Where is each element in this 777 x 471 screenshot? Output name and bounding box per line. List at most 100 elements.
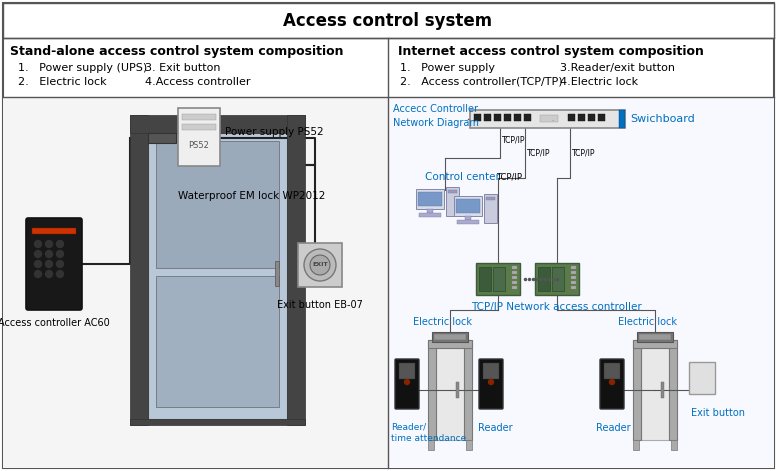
FancyBboxPatch shape [470, 110, 625, 128]
Bar [479, 267, 491, 291]
Bar [457, 220, 479, 224]
Bar [32, 228, 76, 234]
Bar [3, 3, 774, 38]
Bar [428, 440, 434, 450]
Circle shape [46, 251, 53, 258]
Text: .: . [551, 116, 553, 122]
Bar [432, 332, 468, 342]
Circle shape [57, 260, 64, 268]
Bar [130, 115, 305, 133]
Text: 4.Access controller: 4.Access controller [145, 77, 250, 87]
Bar [448, 190, 457, 193]
Text: Reader: Reader [596, 423, 631, 433]
Text: TCP/IP: TCP/IP [527, 148, 550, 157]
Circle shape [34, 270, 41, 277]
Text: EXIT: EXIT [312, 262, 328, 268]
Bar [388, 97, 774, 468]
Bar [512, 266, 517, 269]
Bar [148, 133, 176, 143]
Circle shape [57, 251, 64, 258]
Bar [493, 267, 505, 291]
Bar [182, 124, 216, 130]
Bar [427, 209, 433, 213]
Bar [571, 266, 576, 269]
Text: Reader: Reader [478, 423, 513, 433]
FancyBboxPatch shape [26, 218, 82, 310]
Circle shape [310, 255, 330, 275]
Text: Electric lock: Electric lock [413, 317, 472, 327]
FancyBboxPatch shape [395, 359, 419, 409]
Bar [156, 141, 279, 268]
Bar [639, 334, 671, 340]
Circle shape [46, 241, 53, 247]
FancyBboxPatch shape [446, 187, 458, 216]
Bar [633, 440, 639, 450]
Circle shape [34, 251, 41, 258]
Text: 1.   Power supply (UPS): 1. Power supply (UPS) [18, 63, 148, 73]
FancyBboxPatch shape [298, 243, 342, 287]
Circle shape [57, 241, 64, 247]
Circle shape [609, 380, 615, 384]
FancyBboxPatch shape [484, 194, 497, 223]
Bar [428, 340, 472, 348]
FancyBboxPatch shape [535, 263, 579, 295]
Bar [483, 363, 499, 379]
Bar [571, 271, 576, 274]
Bar [604, 363, 620, 379]
Text: 4.Electric lock: 4.Electric lock [560, 77, 638, 87]
Text: Access control system: Access control system [284, 12, 493, 30]
Bar [466, 440, 472, 450]
Bar [494, 114, 501, 121]
Text: TCP/IP: TCP/IP [572, 148, 595, 157]
Bar [418, 192, 441, 206]
Bar [420, 213, 441, 217]
Bar [474, 114, 481, 121]
Bar [465, 216, 471, 220]
Text: Stand-alone access control system composition: Stand-alone access control system compos… [10, 46, 343, 58]
Bar [619, 110, 625, 128]
Bar [148, 133, 287, 419]
Bar [540, 115, 558, 122]
Bar [671, 440, 677, 450]
Bar [3, 97, 388, 468]
Circle shape [405, 380, 409, 384]
Bar [399, 363, 415, 379]
Text: 1.   Power supply: 1. Power supply [400, 63, 495, 73]
Text: Access controller AC60: Access controller AC60 [0, 318, 110, 328]
Bar [464, 340, 472, 440]
Circle shape [57, 270, 64, 277]
Bar [275, 261, 279, 286]
Bar [504, 114, 511, 121]
Text: Power supply PS52: Power supply PS52 [225, 127, 324, 137]
Text: TCP/IP Network access controller: TCP/IP Network access controller [471, 302, 642, 312]
Text: 3.Reader/exit button: 3.Reader/exit button [560, 63, 675, 73]
Bar [456, 382, 459, 398]
Circle shape [34, 260, 41, 268]
Text: Reader/
time attendance: Reader/ time attendance [391, 423, 466, 443]
Bar [512, 286, 517, 289]
Bar [641, 348, 669, 440]
Text: Internet access control system composition: Internet access control system compositi… [398, 46, 704, 58]
Circle shape [34, 241, 41, 247]
Bar [633, 340, 677, 348]
Bar [156, 276, 279, 407]
Bar [598, 114, 605, 121]
Text: 2.   Access controller(TCP/TP): 2. Access controller(TCP/TP) [400, 77, 563, 87]
FancyBboxPatch shape [476, 263, 520, 295]
Bar [130, 419, 305, 425]
Bar [484, 114, 491, 121]
Bar [661, 382, 664, 398]
Bar [512, 281, 517, 284]
Text: Electric lock: Electric lock [618, 317, 677, 327]
Circle shape [46, 270, 53, 277]
Bar [130, 115, 148, 425]
Bar [514, 114, 521, 121]
Bar [637, 332, 673, 342]
Text: Swichboard: Swichboard [630, 114, 695, 124]
Bar [182, 114, 216, 120]
FancyBboxPatch shape [178, 108, 220, 166]
Circle shape [46, 260, 53, 268]
Text: 3. Exit button: 3. Exit button [145, 63, 221, 73]
Circle shape [304, 249, 336, 281]
Text: Exit button EB-07: Exit button EB-07 [277, 300, 363, 310]
